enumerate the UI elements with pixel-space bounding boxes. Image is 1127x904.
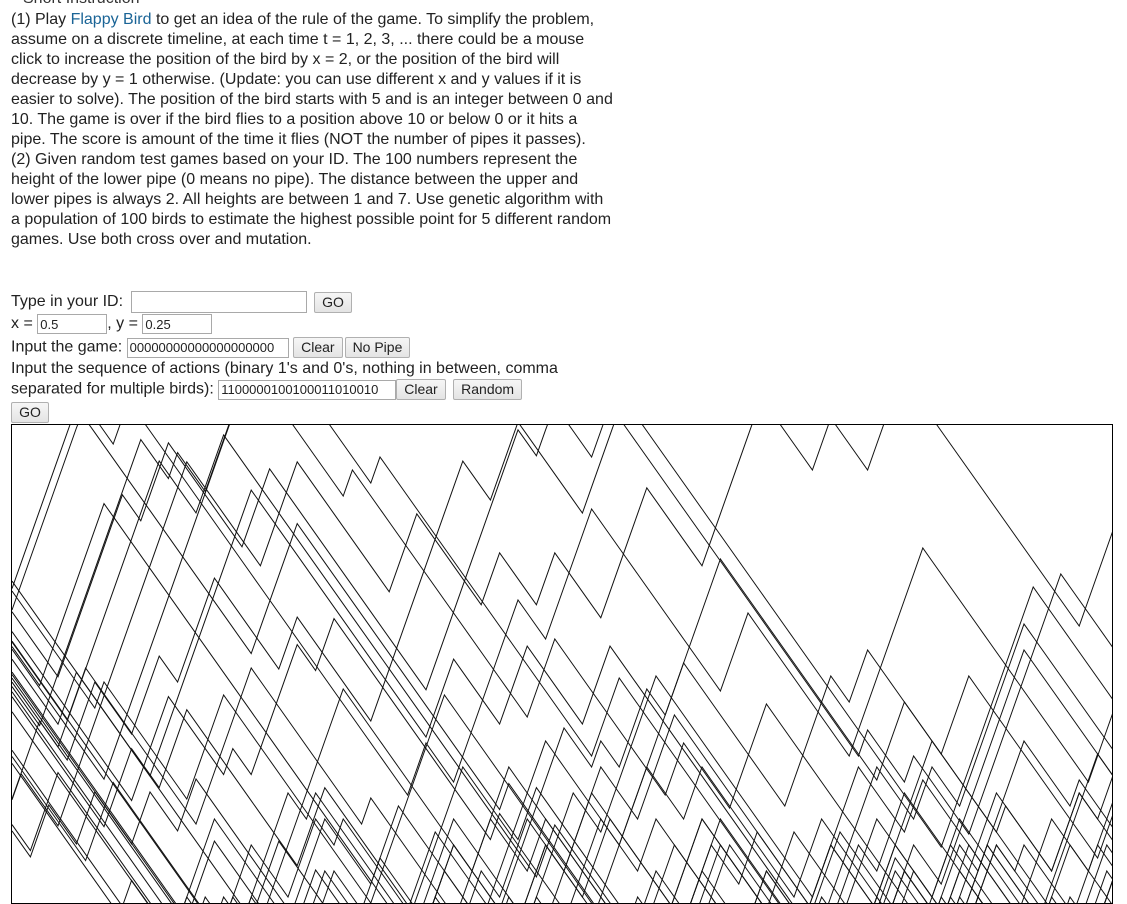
id-row: Type in your ID: GO [11, 291, 352, 313]
x-label: x = [11, 315, 33, 333]
y-input[interactable] [142, 314, 213, 334]
bird-path [12, 648, 1112, 903]
x-input[interactable] [37, 314, 108, 334]
actions-label: Input the sequence of actions (binary 1'… [11, 360, 558, 398]
no-pipe-button[interactable]: No Pipe [344, 337, 411, 358]
game-canvas [11, 424, 1113, 904]
instructions: (1) Play Flappy Bird to get an idea of t… [11, 10, 616, 250]
random-button[interactable]: Random [453, 379, 523, 400]
run-go-button[interactable]: GO [11, 402, 49, 423]
bird-path [12, 489, 1075, 903]
bird-path [12, 425, 1112, 849]
instruction-text: (1) Play [11, 11, 71, 28]
bird-path [12, 433, 1112, 903]
xy-row: x = , y = [11, 314, 213, 334]
actions-input[interactable] [218, 379, 397, 400]
bird-path [12, 640, 1112, 903]
bird-path [12, 641, 983, 903]
bird-path [12, 425, 1112, 836]
bird-path [12, 590, 1112, 903]
bird-path [12, 425, 983, 903]
instruction-step-1: (1) Play Flappy Bird to get an idea of t… [11, 10, 616, 150]
game-input[interactable] [126, 337, 289, 358]
bird-path [12, 425, 947, 903]
run-row: GO [11, 402, 49, 423]
bird-path [12, 425, 1112, 797]
game-clear-button[interactable]: Clear [293, 337, 343, 358]
actions-clear-button[interactable]: Clear [396, 379, 446, 400]
bird-path [12, 425, 1112, 903]
bird-path [12, 771, 1029, 903]
section-title: Short Instruction [23, 0, 140, 9]
flappy-bird-link[interactable]: Flappy Bird [70, 11, 152, 28]
bird-path [12, 425, 1112, 827]
bird-trajectories-plot [12, 425, 1112, 903]
id-label: Type in your ID: [11, 293, 124, 311]
bird-path [12, 622, 1112, 903]
instruction-text: to get an idea of the rule of the game. … [11, 11, 613, 148]
id-input[interactable] [130, 291, 307, 313]
instruction-step-2: (2) Given random test games based on you… [11, 151, 612, 248]
actions-row: Input the sequence of actions (binary 1'… [11, 359, 616, 400]
id-go-button[interactable]: GO [313, 291, 352, 313]
game-label: Input the game: [11, 338, 123, 356]
bird-path [12, 674, 928, 903]
y-label: , y = [107, 315, 138, 333]
bird-path [12, 557, 1112, 903]
